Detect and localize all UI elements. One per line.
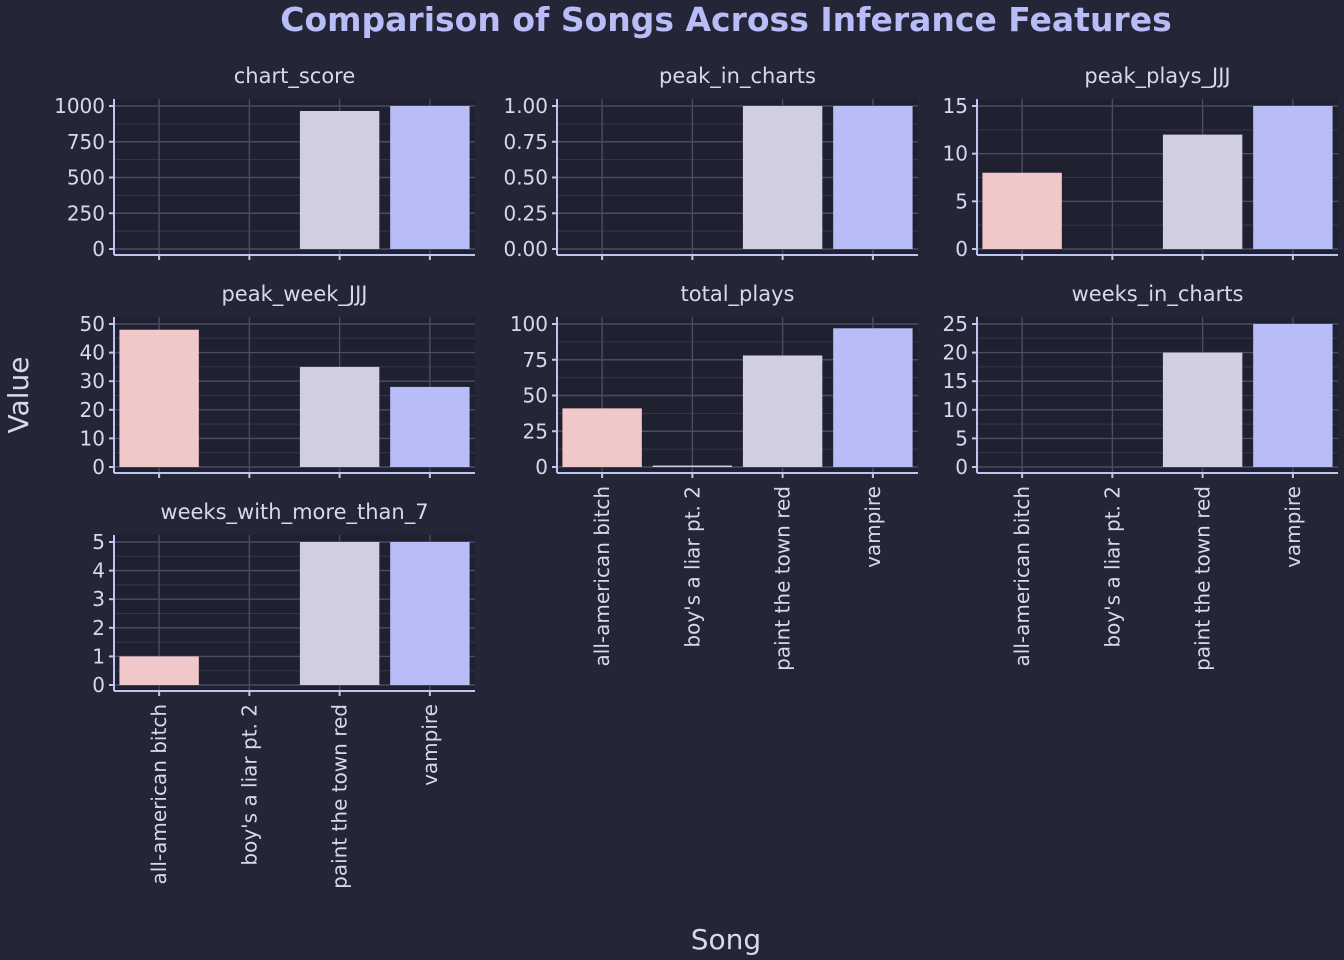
y-tick-label: 50 bbox=[523, 384, 548, 408]
y-tick-label: 0 bbox=[535, 455, 548, 479]
x-tick-label: all-american bitch bbox=[590, 486, 614, 666]
facet-panel-peak_in_charts: 0.00 0.25 0.50 0.75 1.00 peak_in_charts bbox=[503, 64, 918, 261]
y-tick-label: 3 bbox=[92, 587, 105, 611]
panel-title: peak_in_charts bbox=[659, 64, 816, 89]
y-tick-label: 25 bbox=[943, 312, 968, 336]
panel-title: weeks_with_more_than_7 bbox=[160, 500, 428, 525]
facet-panel-total_plays: 0 25 50 75 100 all-american bitch boy's a liar… bbox=[510, 282, 918, 671]
y-tick-label: 500 bbox=[67, 166, 105, 190]
chart-title: Comparison of Songs Across Inferance Fea… bbox=[280, 0, 1171, 39]
bar-peak_week_JJJ-2 bbox=[299, 366, 380, 467]
panels-group: 02505007501000chart_score0.000.250.500.7… bbox=[54, 64, 1338, 889]
facet-panel-weeks_in_charts: 0 5 10 15 20 25 all-american bitch boy's a liar… bbox=[943, 282, 1338, 671]
bar-weeks_with_more_than_7-0 bbox=[119, 656, 199, 685]
x-axis-title: Song bbox=[691, 923, 761, 956]
y-tick-label: 0 bbox=[955, 237, 968, 261]
x-tick-label: paint the town red bbox=[1191, 486, 1215, 671]
y-tick-label: 30 bbox=[80, 369, 105, 393]
x-tick-label: all-american bitch bbox=[147, 704, 171, 884]
y-tick-label: 20 bbox=[943, 341, 968, 365]
bar-total_plays-1 bbox=[652, 465, 733, 467]
bar-weeks_with_more_than_7-3 bbox=[390, 542, 470, 685]
x-tick-label: boy's a liar pt. 2 bbox=[237, 704, 261, 866]
x-tick-label: vampire bbox=[1281, 486, 1305, 568]
facet-panel-weeks_with_more_than_7: 0 1 2 3 4 5 all-american bitch boy's a liar pt.… bbox=[92, 500, 475, 889]
y-tick-label: 0 bbox=[92, 237, 105, 261]
bar-peak_plays_JJJ-3 bbox=[1253, 106, 1333, 249]
bar-total_plays-0 bbox=[562, 408, 642, 467]
y-tick-label: 5 bbox=[955, 189, 968, 213]
bar-total_plays-2 bbox=[742, 355, 823, 467]
y-tick-label: 100 bbox=[510, 312, 548, 336]
y-tick-label: 1 bbox=[92, 644, 105, 668]
y-tick-label: 75 bbox=[523, 348, 548, 372]
y-tick-label: 15 bbox=[943, 369, 968, 393]
y-tick-label: 25 bbox=[523, 419, 548, 443]
panel-title: chart_score bbox=[234, 64, 356, 89]
y-tick-label: 0.75 bbox=[503, 130, 548, 154]
bar-weeks_with_more_than_7-2 bbox=[299, 542, 380, 685]
bar-weeks_in_charts-3 bbox=[1253, 324, 1333, 467]
bar-peak_week_JJJ-3 bbox=[390, 386, 470, 467]
x-tick-label: boy's a liar pt. 2 bbox=[680, 486, 704, 648]
x-tick-label: vampire bbox=[418, 704, 442, 786]
y-tick-label: 0 bbox=[92, 673, 105, 697]
x-tick-label: boy's a liar pt. 2 bbox=[1100, 486, 1124, 648]
bar-chart_score-2 bbox=[299, 111, 380, 249]
y-tick-label: 10 bbox=[80, 426, 105, 450]
x-tick-label: vampire bbox=[861, 486, 885, 568]
bar-peak_plays_JJJ-0 bbox=[982, 172, 1062, 249]
bar-peak_week_JJJ-0 bbox=[119, 329, 199, 467]
facet-panel-chart_score: 0 250 500 750 1000 chart_score bbox=[54, 64, 475, 261]
panel-title: weeks_in_charts bbox=[1072, 282, 1244, 307]
bar-total_plays-3 bbox=[833, 328, 913, 467]
y-tick-label: 10 bbox=[943, 398, 968, 422]
y-tick-label: 40 bbox=[80, 341, 105, 365]
facet-panel-peak_week_JJJ: 0 10 20 30 40 50 peak_week_JJJ bbox=[80, 282, 475, 479]
x-tick-label: paint the town red bbox=[771, 486, 795, 671]
bar-peak_in_charts-2 bbox=[742, 106, 823, 249]
y-tick-label: 5 bbox=[955, 426, 968, 450]
y-tick-label: 750 bbox=[67, 130, 105, 154]
x-tick-label: paint the town red bbox=[328, 704, 352, 889]
x-tick-label: all-american bitch bbox=[1010, 486, 1034, 666]
y-tick-label: 0.00 bbox=[503, 237, 548, 261]
y-tick-label: 0.25 bbox=[503, 201, 548, 225]
y-tick-label: 4 bbox=[92, 559, 105, 583]
bar-chart_score-3 bbox=[390, 106, 470, 249]
bar-weeks_in_charts-2 bbox=[1162, 352, 1243, 467]
y-tick-label: 0 bbox=[955, 455, 968, 479]
y-tick-label: 50 bbox=[80, 312, 105, 336]
y-tick-label: 1000 bbox=[54, 94, 105, 118]
panel-title: total_plays bbox=[681, 282, 795, 307]
y-tick-label: 10 bbox=[943, 142, 968, 166]
facet-panel-peak_plays_JJJ: 0 5 10 15 peak_plays_JJJ bbox=[943, 64, 1338, 261]
y-tick-label: 250 bbox=[67, 201, 105, 225]
panel-title: peak_week_JJJ bbox=[221, 282, 367, 307]
y-axis-title: Value bbox=[2, 357, 35, 434]
panel-title: peak_plays_JJJ bbox=[1084, 64, 1230, 89]
y-tick-label: 20 bbox=[80, 398, 105, 422]
y-tick-label: 5 bbox=[92, 530, 105, 554]
y-tick-label: 15 bbox=[943, 94, 968, 118]
y-tick-label: 1.00 bbox=[503, 94, 548, 118]
y-tick-label: 2 bbox=[92, 616, 105, 640]
y-tick-label: 0 bbox=[92, 455, 105, 479]
bar-peak_in_charts-3 bbox=[833, 106, 913, 249]
y-tick-label: 0.50 bbox=[503, 166, 548, 190]
bar-peak_plays_JJJ-2 bbox=[1162, 134, 1243, 249]
